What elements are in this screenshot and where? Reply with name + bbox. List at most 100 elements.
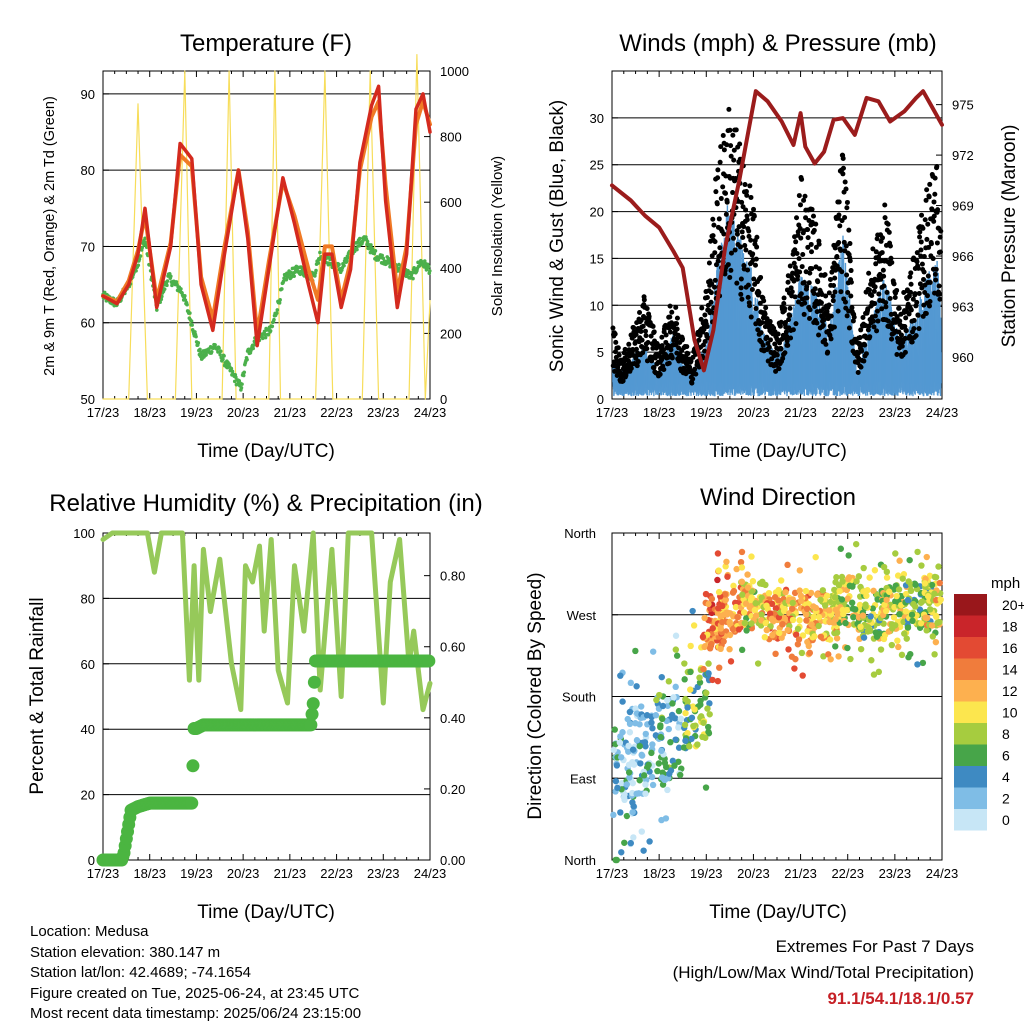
gust-point: [726, 262, 731, 267]
direction-point: [739, 592, 745, 598]
direction-point: [640, 847, 646, 853]
x-tick-label: 17/23: [87, 866, 120, 881]
direction-point: [637, 760, 643, 766]
direction-point: [726, 646, 732, 652]
gust-point: [715, 175, 720, 180]
gust-point: [784, 330, 789, 335]
direction-point: [776, 630, 782, 636]
direction-point: [742, 620, 748, 626]
y2-tick-label: 972: [952, 148, 974, 163]
dewpoint-point: [183, 294, 187, 298]
dewpoint-point: [355, 248, 359, 252]
direction-point: [630, 834, 636, 840]
gust-point: [636, 359, 641, 364]
direction-point: [627, 721, 633, 727]
gust-point: [693, 372, 698, 377]
gust-point: [754, 235, 759, 240]
y-tick-label: 80: [81, 591, 95, 606]
direction-point: [799, 650, 805, 656]
dewpoint-point: [276, 308, 280, 312]
gust-point: [680, 336, 685, 341]
direction-point: [684, 704, 690, 710]
direction-point: [715, 678, 721, 684]
gust-point: [802, 301, 807, 306]
direction-point: [817, 597, 823, 603]
direction-point: [618, 754, 624, 760]
gust-point: [715, 167, 720, 172]
gust-point: [909, 308, 914, 313]
direction-point: [639, 828, 645, 834]
gust-point: [716, 258, 721, 263]
gust-point: [822, 338, 827, 343]
temperature-xlabel: Time (Day/UTC): [197, 441, 335, 462]
direction-point: [790, 617, 796, 623]
direction-point: [810, 614, 816, 620]
direction-point: [705, 670, 711, 676]
direction-point: [705, 660, 711, 666]
dewpoint-point: [185, 303, 189, 307]
direction-point: [745, 584, 751, 590]
dewpoint-point: [179, 287, 183, 291]
gust-point: [723, 191, 728, 196]
gust-point: [742, 243, 747, 248]
dewpoint-point: [245, 358, 249, 362]
gust-point: [768, 319, 773, 324]
direction-point: [700, 666, 706, 672]
gust-point: [907, 275, 912, 280]
gust-point: [809, 242, 814, 247]
gust-point: [808, 307, 813, 312]
gust-point: [903, 315, 908, 320]
gust-point: [613, 340, 618, 345]
dewpoint-point: [196, 341, 200, 345]
gust-point: [832, 276, 837, 281]
gust-point: [785, 343, 790, 348]
dewpoint-point: [316, 261, 320, 265]
direction-point: [682, 710, 688, 716]
direction-point: [682, 738, 688, 744]
direction-point: [769, 632, 775, 638]
gust-point: [928, 299, 933, 304]
dewpoint-point: [292, 274, 296, 278]
direction-point: [789, 606, 795, 612]
gust-point: [827, 302, 832, 307]
gust-point: [696, 338, 701, 343]
gust-point: [782, 306, 787, 311]
gust-point: [754, 306, 759, 311]
rh-xlabel: Time (Day/UTC): [197, 902, 335, 923]
x-tick-label: 20/23: [227, 866, 260, 881]
x-tick-label: 24/23: [414, 405, 447, 420]
gust-point: [673, 305, 678, 310]
gust-point: [699, 305, 704, 310]
direction-point: [795, 626, 801, 632]
gust-point: [709, 300, 714, 305]
direction-point: [820, 587, 826, 593]
gust-point: [750, 287, 755, 292]
gust-point: [728, 143, 733, 148]
gust-point: [721, 133, 726, 138]
direction-point: [649, 774, 655, 780]
dewpoint-point: [269, 329, 273, 333]
dewpoint-point: [280, 287, 284, 291]
direction-point: [681, 676, 687, 682]
gust-point: [711, 233, 716, 238]
gust-point: [713, 239, 718, 244]
x-tick-label: 21/23: [274, 405, 307, 420]
direction-point: [778, 577, 784, 583]
y-tick-label: 80: [81, 163, 95, 178]
direction-point: [759, 579, 765, 585]
gust-point: [658, 372, 663, 377]
direction-point: [796, 636, 802, 642]
direction-point: [682, 696, 688, 702]
dewpoint-point: [242, 370, 246, 374]
direction-point: [803, 617, 809, 623]
gust-point: [767, 345, 772, 350]
gust-point: [924, 311, 929, 316]
gust-point: [746, 229, 751, 234]
gust-point: [735, 232, 740, 237]
direction-point: [847, 656, 853, 662]
gust-point: [886, 319, 891, 324]
x-tick-label: 24/23: [926, 866, 959, 881]
direction-point: [664, 787, 670, 793]
gust-point: [747, 303, 752, 308]
